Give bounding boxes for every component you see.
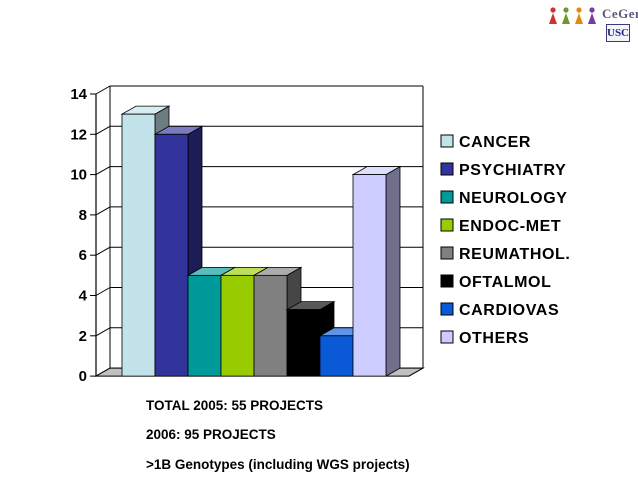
bar-front <box>286 309 321 377</box>
cegen-usc-logo: CeGen USC <box>548 4 638 42</box>
y-tick-label: 0 <box>79 368 87 385</box>
legend-swatch <box>440 274 454 288</box>
y-tick-label: 6 <box>79 247 87 264</box>
legend-label: CANCER <box>459 134 531 151</box>
legend-item: CARDIOVAS <box>440 302 559 319</box>
gridline-side <box>95 327 111 337</box>
legend-swatch <box>440 330 454 344</box>
legend-item: ENDOC-MET <box>440 218 561 235</box>
legend-swatch <box>440 134 454 148</box>
legend-item: NEUROLOGY <box>440 190 568 207</box>
bar-front <box>253 274 288 377</box>
legend-item: REUMATHOL. <box>440 246 570 263</box>
legend-swatch <box>440 218 454 232</box>
legend-label: REUMATHOL. <box>459 246 570 263</box>
bar-front <box>187 274 222 377</box>
bar-front <box>352 174 387 377</box>
legend-swatch <box>440 162 454 176</box>
y-tick-label: 10 <box>70 167 87 184</box>
y-tick-label: 14 <box>70 86 87 103</box>
legend-label: PSYCHIATRY <box>459 162 566 179</box>
gridline-side <box>95 166 111 176</box>
legend-item: OTHERS <box>440 330 529 347</box>
cegen-wordmark: CeGen <box>602 6 638 21</box>
footer-2006-projects: 2006: 95 PROJECTS <box>146 427 276 442</box>
people-figures-icon <box>549 7 596 24</box>
y-tick-label: 8 <box>79 207 87 224</box>
legend-item: CANCER <box>440 134 531 151</box>
y-axis: 0 2 4 6 8 10 12 14 <box>70 86 97 385</box>
bar-side <box>385 165 401 377</box>
y-tick-label: 4 <box>79 288 88 305</box>
y-tick-label: 2 <box>79 328 87 345</box>
bar-front <box>121 113 156 377</box>
bar-front <box>154 133 189 377</box>
gridline-side <box>95 206 111 216</box>
gridline-side <box>95 125 111 135</box>
y-tick-label: 12 <box>70 126 87 143</box>
legend-swatch <box>440 302 454 316</box>
usc-logo: USC <box>606 24 630 42</box>
footer-genotypes: >1B Genotypes (including WGS projects) <box>146 457 410 472</box>
legend-label: OTHERS <box>459 330 529 347</box>
legend-swatch <box>440 190 454 204</box>
footer-total-2005: TOTAL 2005: 55 PROJECTS <box>146 398 324 413</box>
legend: CANCER PSYCHIATRY NEUROLOGY ENDOC-MET REUMAT… <box>437 125 588 351</box>
bar-front <box>319 335 354 377</box>
legend-label: OFTALMOL <box>459 274 551 291</box>
bars <box>120 105 402 377</box>
gridline-side <box>95 246 111 256</box>
legend-item: OFTALMOL <box>440 274 551 291</box>
legend-item: PSYCHIATRY <box>440 162 566 179</box>
legend-label: NEUROLOGY <box>459 190 568 207</box>
bar-others <box>351 165 402 377</box>
projects-bar-chart: 0 2 4 6 8 10 12 14 CANCER PSYCHIATRY NEUROLOGY END… <box>70 85 588 386</box>
gridline-side <box>95 287 111 296</box>
legend-box <box>437 125 588 351</box>
legend-swatch <box>440 246 454 260</box>
legend-label: ENDOC-MET <box>459 218 561 235</box>
bar-front <box>220 274 255 377</box>
gridline-side <box>95 85 111 95</box>
legend-label: CARDIOVAS <box>459 302 559 319</box>
